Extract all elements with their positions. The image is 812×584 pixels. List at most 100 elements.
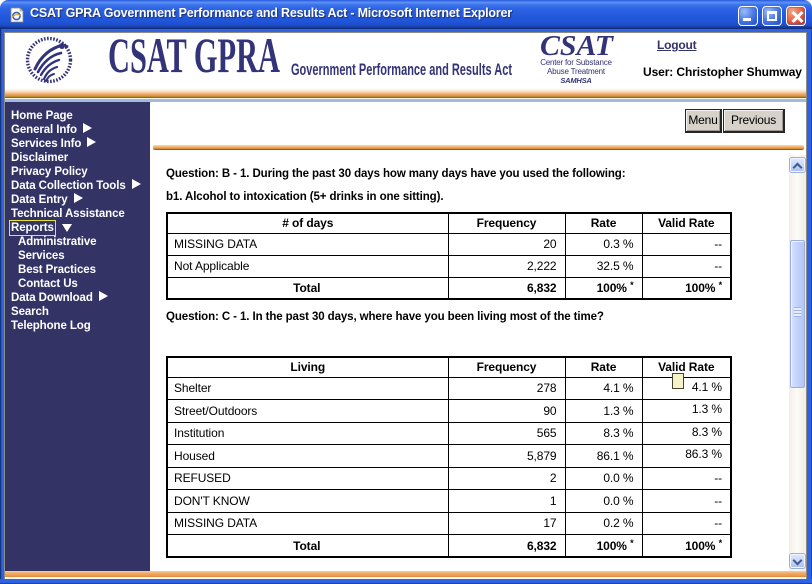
sidebar-item-label[interactable]: Services <box>18 250 65 262</box>
sidebar-item-search[interactable]: Search <box>5 304 150 318</box>
sidebar-item-label[interactable]: Reports <box>9 220 56 236</box>
table-cell: MISSING DATA <box>166 232 449 256</box>
sidebar-item-contact-us[interactable]: Contact Us <box>5 276 150 290</box>
table-cell: DON'T KNOW <box>166 489 449 513</box>
table-question-c: Living Frequency Rate Valid Rate Shelter 278 4… <box>166 356 732 558</box>
sidebar-item-label[interactable]: Administrative <box>18 236 97 248</box>
table-row: MISSING DATA 17 0.2 % -- <box>166 511 732 535</box>
scrollbar-grip <box>794 307 801 317</box>
table-row: DON'T KNOW 1 0.0 % -- <box>166 489 732 513</box>
sidebar-item-label[interactable]: Data Entry <box>11 194 68 206</box>
sidebar-item-reports[interactable]: Reports <box>5 220 150 236</box>
table-cell: 0.3 % <box>564 232 643 256</box>
page-header: CSAT GPRA Government Performance and Res… <box>5 33 806 88</box>
sidebar-item-label[interactable]: Data Download <box>11 292 93 304</box>
bottom-white-strip <box>5 577 806 579</box>
close-button[interactable] <box>786 6 806 26</box>
maximize-icon <box>767 11 777 21</box>
table-cell: -- <box>641 489 732 513</box>
sidebar-item-data-collection-tools[interactable]: Data Collection Tools <box>5 178 150 192</box>
previous-button[interactable]: Previous <box>723 109 785 133</box>
sidebar-item-label[interactable]: Telephone Log <box>11 320 91 332</box>
chevron-up-icon <box>792 162 803 173</box>
table-total-rate: 100% * <box>564 534 643 558</box>
vertical-scrollbar[interactable] <box>789 155 806 571</box>
content-frame: Question: B - 1. During the past 30 days… <box>150 155 806 571</box>
table-total-rate-value: 100% <box>596 538 627 553</box>
chevron-down-icon <box>792 555 803 566</box>
chevron-down-icon <box>61 224 72 232</box>
tooltip-stub <box>672 373 684 389</box>
sidebar-item-privacy-policy[interactable]: Privacy Policy <box>5 164 150 178</box>
minimize-icon <box>743 18 751 21</box>
table-question-b: # of days Frequency Rate Valid Rate MISSING … <box>166 212 732 300</box>
sidebar-item-telephone-log[interactable]: Telephone Log <box>5 318 150 332</box>
sidebar-item-data-entry[interactable]: Data Entry <box>5 192 150 206</box>
table-total-valid-rate-value: 100% <box>685 538 716 553</box>
header-gold-band <box>5 88 806 98</box>
sidebar-item-label[interactable]: Services Info <box>11 138 82 150</box>
table-header-cell: Frequency <box>447 356 566 378</box>
title-bar[interactable]: CSAT GPRA Government Performance and Res… <box>0 0 812 29</box>
table-cell: Street/Outdoors <box>166 399 449 423</box>
table-cell: 90 <box>447 399 566 423</box>
sidebar-item-label[interactable]: Privacy Policy <box>11 166 88 178</box>
table-cell: 1.3 % <box>564 399 643 423</box>
window-frame-top <box>0 29 812 32</box>
table-total-frequency: 6,832 <box>447 276 566 300</box>
scroll-up-button[interactable] <box>789 157 806 173</box>
sidebar-item-label[interactable]: Contact Us <box>18 278 78 290</box>
table-cell: 17 <box>447 511 566 535</box>
table-cell: Shelter <box>166 376 449 400</box>
sidebar-item-label[interactable]: Search <box>11 306 49 318</box>
window-frame-right <box>807 29 812 584</box>
table-row: MISSING DATA 20 0.3 % -- <box>166 232 732 256</box>
csat-seal-title: CSAT <box>540 34 614 59</box>
sidebar-item-label[interactable]: Technical Assistance <box>11 208 125 220</box>
sidebar-item-home-page[interactable]: Home Page <box>5 108 150 122</box>
table-header-cell: Living <box>166 356 449 378</box>
sidebar-item-services-info[interactable]: Services Info <box>5 136 150 150</box>
window-frame-left <box>0 29 4 584</box>
user-label: User: Christopher Shumway <box>643 65 802 79</box>
table-cell: -- <box>641 511 732 535</box>
logout-link[interactable]: Logout <box>657 38 697 52</box>
sidebar-item-label[interactable]: General Info <box>11 124 77 136</box>
table-row: Institution 565 8.3 % 8.3 % <box>166 421 732 445</box>
hhs-logo <box>25 36 73 84</box>
table-total-valid-rate-value: 100% <box>685 280 716 295</box>
table-cell: 5,879 <box>447 444 566 468</box>
table-cell: Not Applicable <box>166 254 449 278</box>
table-cell: Institution <box>166 421 449 445</box>
sidebar-item-label[interactable]: Data Collection Tools <box>11 180 126 192</box>
table-cell: MISSING DATA <box>166 511 449 535</box>
table-row: Housed 5,879 86.1 % 86.3 % <box>166 444 732 468</box>
sidebar-item-best-practices[interactable]: Best Practices <box>5 262 150 276</box>
menu-button[interactable]: Menu <box>685 109 722 133</box>
chevron-right-icon <box>73 193 83 203</box>
maximize-button[interactable] <box>762 6 782 26</box>
sidebar-item-label[interactable]: Best Practices <box>18 264 96 276</box>
chevron-right-icon <box>87 137 97 147</box>
sidebar-item-general-info[interactable]: General Info <box>5 122 150 136</box>
asterisk-mark: * <box>630 279 634 290</box>
table-cell: 2 <box>447 466 566 490</box>
scrollbar-thumb[interactable] <box>790 240 805 388</box>
table-header-row: Living Frequency Rate Valid Rate <box>166 356 732 378</box>
table-cell: 1.3 % <box>641 399 732 423</box>
question-b-line2: b1. Alcohol to intoxication (5+ drinks i… <box>166 191 444 203</box>
sidebar-item-technical-assistance[interactable]: Technical Assistance <box>5 206 150 220</box>
csat-seal-line2: Abuse Treatment <box>547 66 605 76</box>
csat-seal-line1: Center for Substance <box>540 58 612 67</box>
table-total-rate-value: 100% <box>596 280 627 295</box>
scroll-down-button[interactable] <box>789 553 806 569</box>
table-cell: -- <box>641 232 732 256</box>
sidebar-item-data-download[interactable]: Data Download <box>5 290 150 304</box>
table-cell: 4.1 % <box>641 376 732 400</box>
minimize-button[interactable] <box>738 6 758 26</box>
sidebar-item-administrative[interactable]: Administrative <box>5 234 150 248</box>
sidebar-item-services[interactable]: Services <box>5 248 150 262</box>
sidebar-item-disclaimer[interactable]: Disclaimer <box>5 150 150 164</box>
sidebar-item-label[interactable]: Home Page <box>11 110 73 122</box>
sidebar-item-label[interactable]: Disclaimer <box>11 152 69 164</box>
